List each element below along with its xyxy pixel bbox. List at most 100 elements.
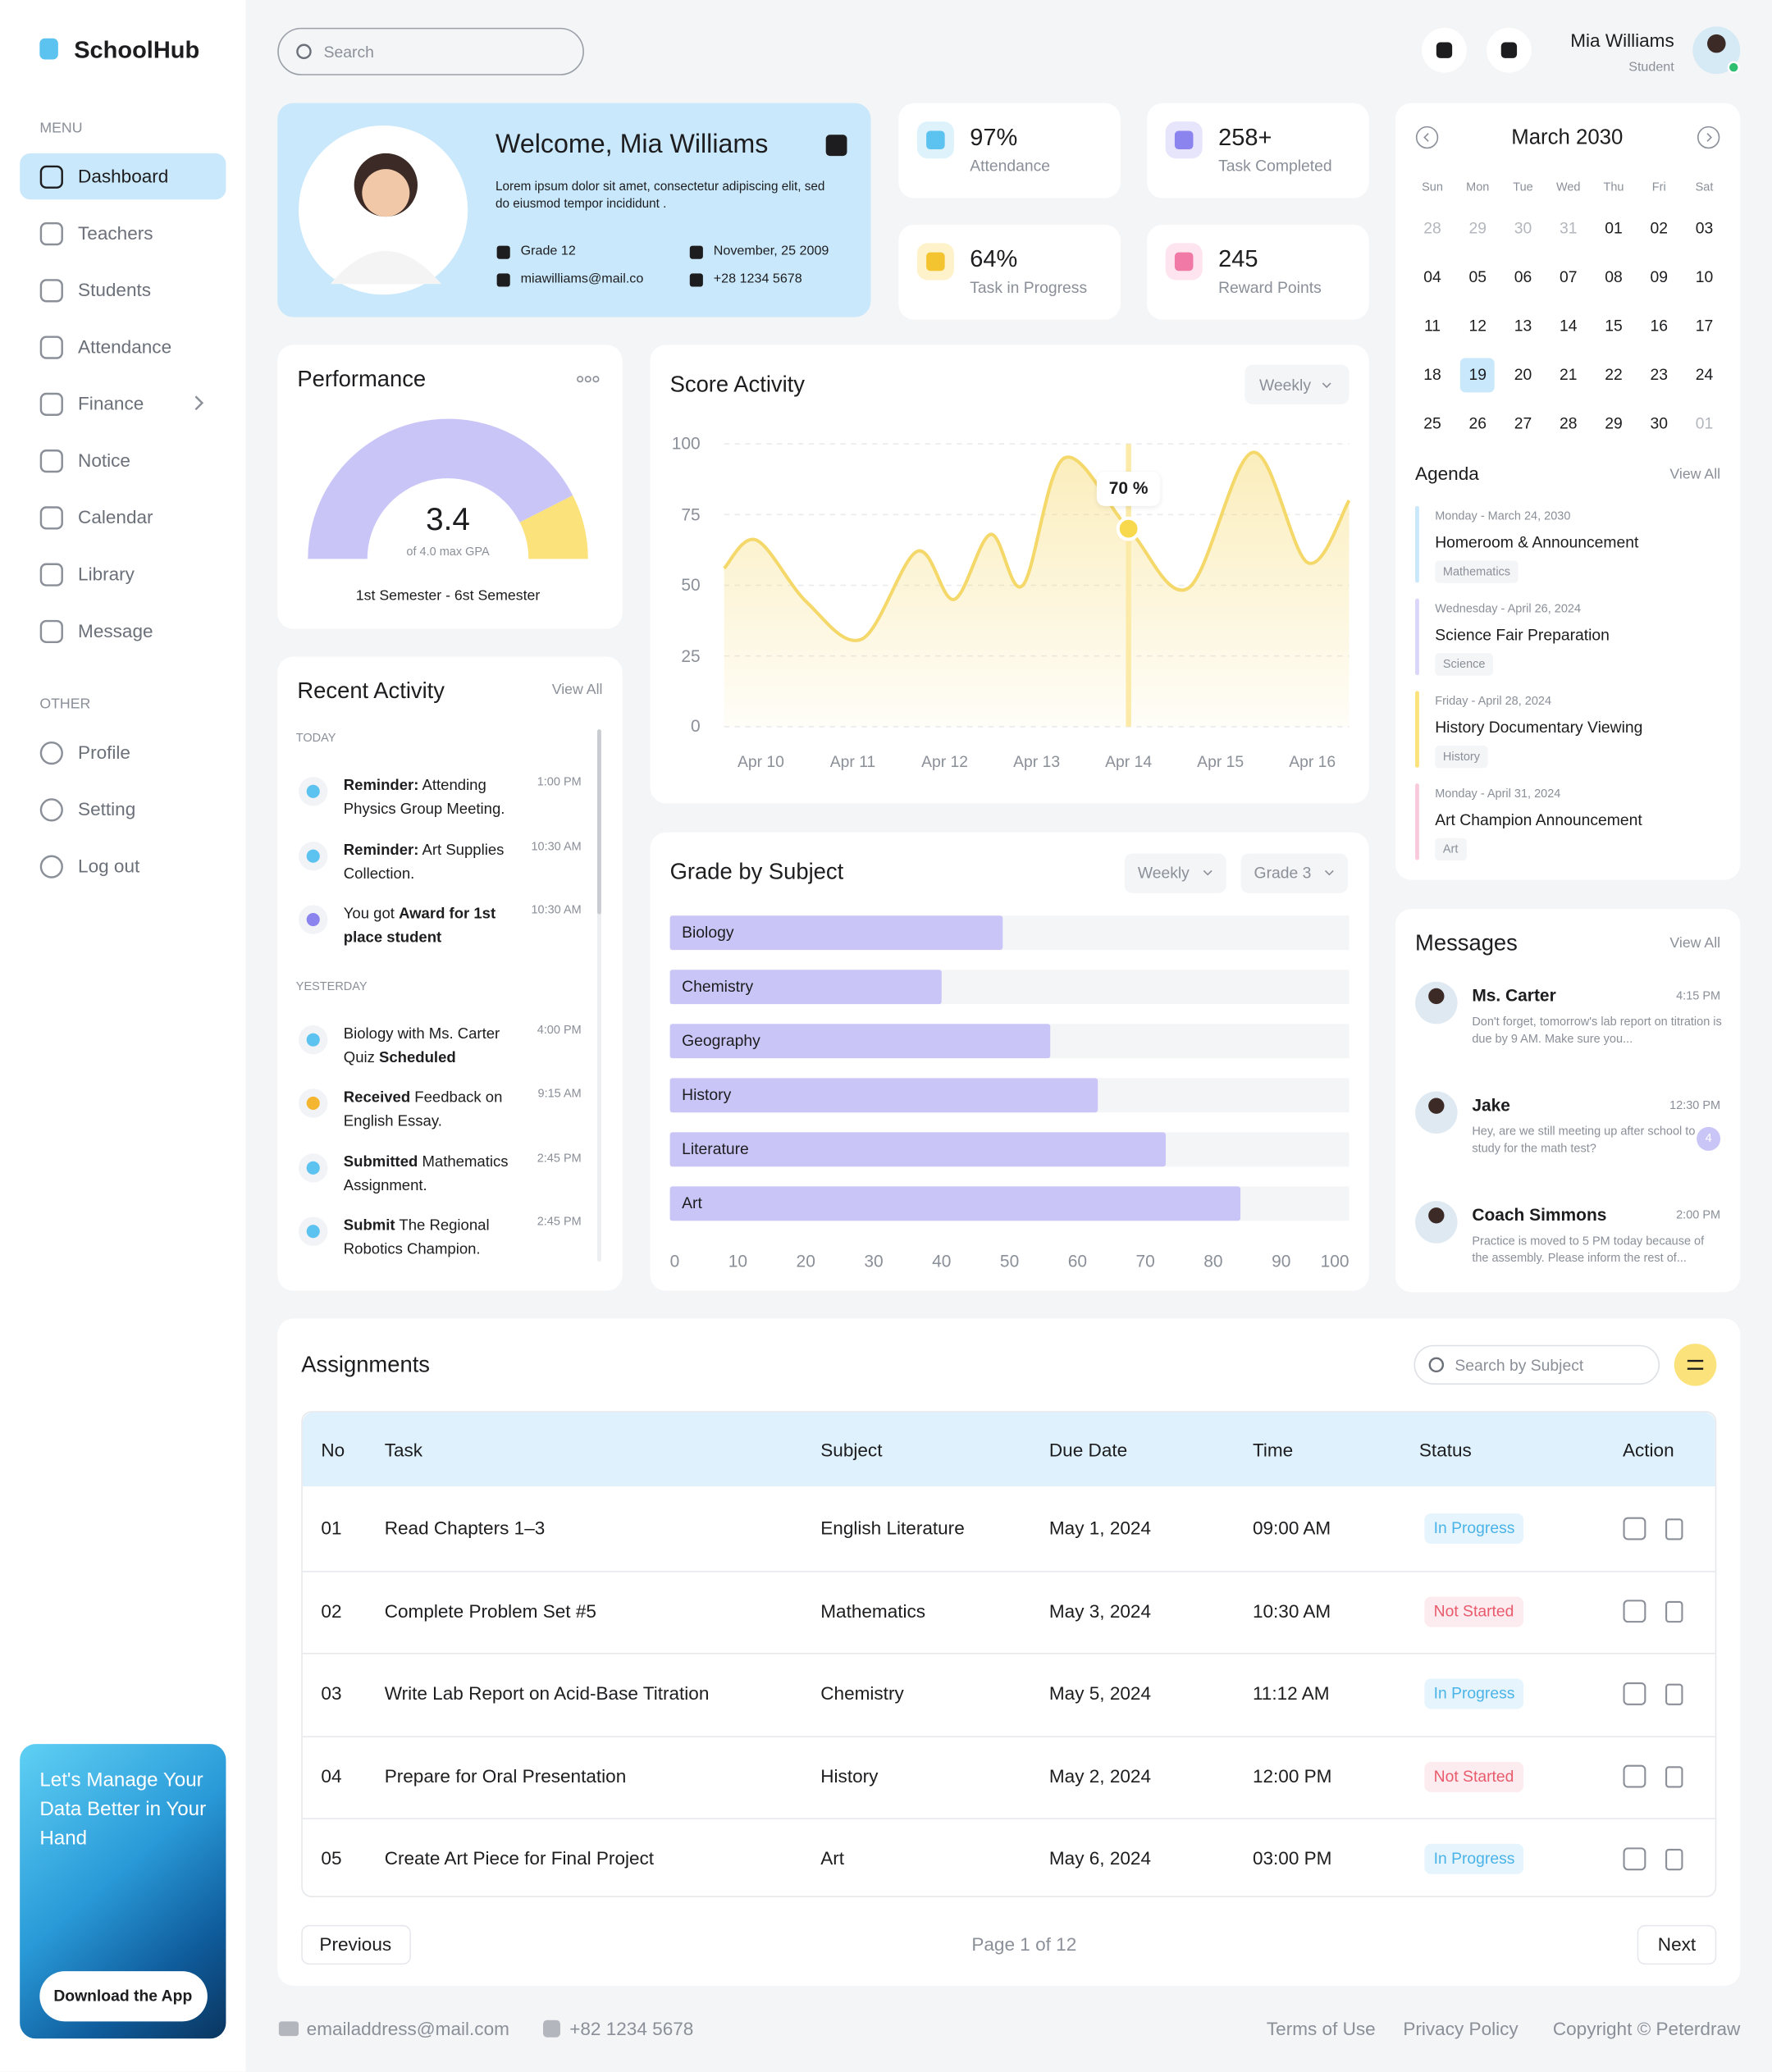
previous-label[interactable]: Previous xyxy=(319,1933,392,1955)
day[interactable]: 14 xyxy=(1559,316,1578,335)
x-tick-label: 70 xyxy=(1135,1251,1155,1271)
agenda-item-title: History Documentary Viewing xyxy=(1435,718,1643,737)
day[interactable]: 17 xyxy=(1695,316,1714,335)
info-icon xyxy=(689,245,703,259)
day[interactable]: 28 xyxy=(1423,218,1441,238)
day[interactable]: 13 xyxy=(1514,316,1532,335)
day[interactable]: 04 xyxy=(1423,267,1441,286)
day[interactable]: 09 xyxy=(1650,267,1668,286)
activity-time: 10:30 AM xyxy=(531,902,582,916)
download-label[interactable]: Download the App xyxy=(53,1986,193,2006)
download-button[interactable] xyxy=(39,1971,208,2022)
day[interactable]: 29 xyxy=(1468,218,1487,238)
area xyxy=(724,452,1350,727)
gauge-value xyxy=(308,418,573,560)
bar xyxy=(669,915,1003,951)
next-button[interactable] xyxy=(1637,1924,1717,1965)
weekday: Fri xyxy=(1651,180,1666,194)
menu-icon xyxy=(39,855,63,879)
menu-item[interactable]: Setting xyxy=(78,798,136,820)
y-tick-label: 25 xyxy=(681,645,701,665)
day[interactable]: 08 xyxy=(1605,267,1623,286)
status-pill: Not Started xyxy=(1424,1761,1523,1792)
day[interactable]: 01 xyxy=(1605,218,1623,238)
day[interactable]: 06 xyxy=(1514,267,1532,286)
day[interactable]: 26 xyxy=(1468,413,1487,433)
menu-item[interactable]: Notice xyxy=(78,450,130,471)
menu-item[interactable]: Attendance xyxy=(78,335,172,358)
day[interactable]: 22 xyxy=(1605,365,1623,384)
calendar-nav-arrow xyxy=(1706,133,1712,142)
stat-label: Reward Points xyxy=(1218,278,1322,297)
previous-button[interactable] xyxy=(301,1924,411,1965)
logo-icon xyxy=(39,38,58,60)
day[interactable]: 23 xyxy=(1650,365,1668,384)
day[interactable]: 01 xyxy=(1695,413,1714,433)
menu-item[interactable]: Profile xyxy=(78,742,130,763)
cell: 12:00 PM xyxy=(1252,1764,1332,1787)
day[interactable]: 24 xyxy=(1695,365,1714,384)
day[interactable]: 07 xyxy=(1559,267,1578,286)
filter-dropdown[interactable] xyxy=(1245,364,1350,404)
day[interactable]: 16 xyxy=(1650,316,1668,335)
menu-item[interactable]: Library xyxy=(78,563,135,585)
search-box[interactable] xyxy=(277,27,584,75)
status-pill: Not Started xyxy=(1424,1595,1523,1627)
filter-button[interactable] xyxy=(1674,1344,1717,1386)
day[interactable]: 18 xyxy=(1423,365,1441,384)
cell: Create Art Piece for Final Project xyxy=(384,1847,655,1869)
cell: 01 xyxy=(321,1517,342,1539)
day[interactable]: 11 xyxy=(1423,316,1441,335)
day[interactable]: 30 xyxy=(1514,218,1532,238)
day[interactable]: 10 xyxy=(1695,267,1714,286)
view-all[interactable]: View All xyxy=(1669,935,1721,952)
message-name: Jake xyxy=(1472,1095,1510,1116)
day[interactable]: 19 xyxy=(1468,365,1487,384)
y-tick-label: 50 xyxy=(681,574,701,595)
x-tick-label: 30 xyxy=(864,1251,884,1271)
day[interactable]: 29 xyxy=(1605,413,1623,433)
day[interactable]: 27 xyxy=(1514,413,1532,433)
menu-item[interactable]: Calendar xyxy=(78,506,153,528)
subject-search[interactable] xyxy=(1413,1344,1660,1385)
day[interactable]: 20 xyxy=(1514,365,1532,384)
next-label[interactable]: Next xyxy=(1657,1933,1697,1955)
message-name: Ms. Carter xyxy=(1472,985,1556,1006)
calendar-nav xyxy=(1697,126,1720,149)
cell: Prepare for Oral Presentation xyxy=(384,1764,627,1787)
day[interactable]: 15 xyxy=(1605,316,1623,335)
menu-item[interactable]: Dashboard xyxy=(78,165,169,187)
day[interactable]: 28 xyxy=(1559,413,1578,433)
bar xyxy=(669,970,942,1005)
menu-item[interactable]: Teachers xyxy=(78,222,153,244)
day[interactable]: 02 xyxy=(1650,218,1668,238)
activity-text: Biology with Ms. Carter Quiz Scheduled xyxy=(344,1023,518,1070)
day[interactable]: 05 xyxy=(1468,267,1487,286)
day[interactable]: 21 xyxy=(1559,365,1578,384)
cell: Art xyxy=(820,1847,845,1869)
menu-item[interactable]: Students xyxy=(78,279,152,301)
activity-time: 9:15 AM xyxy=(537,1086,582,1100)
gauge-max-label: of 4.0 max GPA xyxy=(406,545,490,559)
menu-item[interactable]: Log out xyxy=(78,855,140,877)
day[interactable]: 25 xyxy=(1423,413,1441,433)
menu-item[interactable]: Finance xyxy=(78,392,144,414)
agenda-item-title: Homeroom & Announcement xyxy=(1435,532,1639,552)
day[interactable]: 03 xyxy=(1695,218,1714,238)
day[interactable]: 31 xyxy=(1559,218,1578,238)
view-all[interactable]: View All xyxy=(551,682,603,698)
footer-link[interactable]: Terms of Use xyxy=(1266,2017,1376,2039)
day[interactable]: 12 xyxy=(1468,316,1487,335)
edit-action xyxy=(1623,1764,1646,1788)
footer-link[interactable]: Copyright © Peterdraw xyxy=(1552,2017,1741,2039)
footer-link[interactable]: Privacy Policy xyxy=(1403,2017,1519,2039)
view-all[interactable]: View All xyxy=(1669,466,1721,483)
menu-item[interactable]: Message xyxy=(78,619,153,641)
activity-text-part: Reminder: xyxy=(343,842,419,859)
day[interactable]: 30 xyxy=(1650,413,1668,433)
activity-icon xyxy=(306,1096,320,1110)
edit-action xyxy=(1623,1847,1646,1871)
x-tick-label: Apr 13 xyxy=(1013,752,1061,771)
delete-action xyxy=(1665,1683,1683,1705)
